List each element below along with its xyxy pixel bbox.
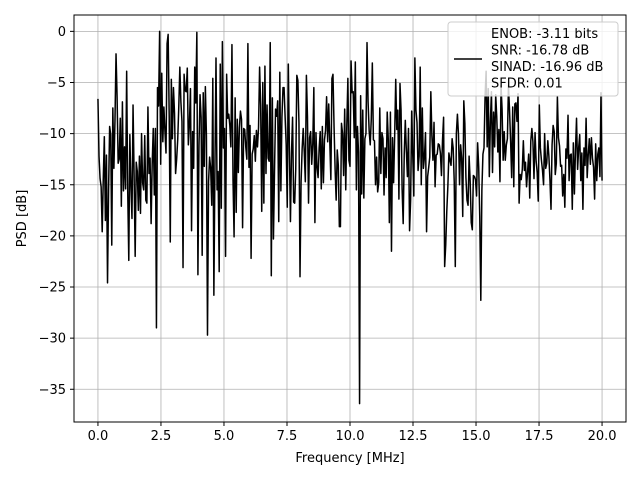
x-axis-ticks: 0.0 2.5 5.0 7.5 10.0 12.5 15.0 17.5 20.0 (88, 422, 617, 444)
legend-box (447, 21, 619, 97)
legend: ENOB: -3.11 bits SNR: -16.78 dB SINAD: -… (447, 21, 619, 97)
x-tick-label: 10.0 (336, 429, 365, 444)
y-axis-label: PSD [dB] (15, 190, 30, 248)
x-tick-label: 12.5 (399, 429, 428, 444)
y-axis-ticks: 0 −5 −10 −15 −20 −25 −30 −35 (39, 25, 74, 398)
x-tick-label: 15.0 (462, 429, 491, 444)
legend-entry-enob: ENOB: -3.11 bits (491, 27, 598, 42)
legend-entry-sfdr: SFDR: 0.01 (491, 77, 563, 92)
legend-entry-snr: SNR: -16.78 dB (491, 44, 589, 59)
y-tick-label: −5 (47, 76, 66, 91)
y-tick-label: −10 (39, 127, 66, 142)
x-tick-label: 2.5 (151, 429, 172, 444)
y-tick-label: 0 (58, 25, 66, 40)
x-tick-label: 5.0 (214, 429, 235, 444)
x-tick-label: 20.0 (588, 429, 617, 444)
y-tick-label: −20 (39, 229, 66, 244)
y-tick-label: −35 (39, 383, 66, 398)
legend-entry-sinad: SINAD: -16.96 dB (491, 60, 603, 75)
x-tick-label: 17.5 (525, 429, 554, 444)
y-tick-label: −15 (39, 178, 66, 193)
x-tick-label: 0.0 (88, 429, 109, 444)
y-tick-label: −25 (39, 281, 66, 296)
y-tick-label: −30 (39, 332, 66, 347)
x-axis-label: Frequency [MHz] (295, 451, 404, 466)
x-tick-label: 7.5 (277, 429, 298, 444)
